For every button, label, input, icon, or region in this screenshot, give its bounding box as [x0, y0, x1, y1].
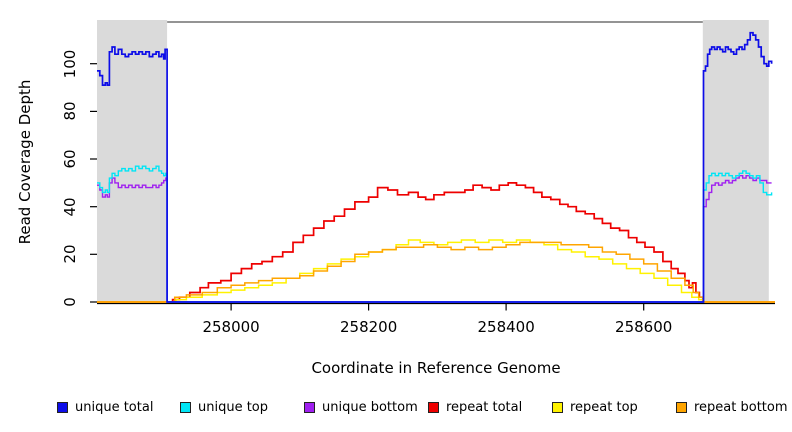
- shaded-region: [702, 20, 769, 301]
- y-tick-label: 20: [61, 244, 79, 264]
- y-tick-label: 100: [61, 49, 79, 79]
- legend-item-repeat-total: repeat total: [428, 400, 522, 415]
- series-line-repeat-total: [97, 182, 775, 303]
- legend-label: repeat total: [446, 400, 523, 415]
- legend-swatch-icon: [57, 402, 68, 413]
- legend-swatch-icon: [428, 402, 439, 413]
- y-tick-label: 80: [61, 101, 79, 121]
- series-line-repeat-top: [97, 239, 775, 303]
- x-tick-label: 258400: [477, 318, 535, 336]
- legend-swatch-icon: [180, 402, 191, 413]
- y-tick-label: 40: [61, 197, 79, 217]
- legend-label: repeat bottom: [694, 400, 788, 415]
- legend-item-repeat-bottom: repeat bottom: [676, 400, 788, 415]
- series-line-unique-total: [97, 31, 773, 303]
- legend-label: unique total: [75, 400, 154, 415]
- x-tick-label: 258600: [615, 318, 673, 336]
- series-line-repeat-bottom: [97, 241, 775, 303]
- legend-label: unique top: [198, 400, 269, 415]
- y-tick-label: 60: [61, 149, 79, 169]
- shaded-region: [97, 20, 168, 301]
- x-tick-label: 258200: [339, 318, 398, 336]
- legend-item-unique-bottom: unique bottom: [304, 400, 418, 415]
- legend-swatch-icon: [676, 402, 687, 413]
- y-axis-title: Read Coverage Depth: [16, 79, 34, 245]
- y-tick-label: 0: [61, 297, 79, 307]
- series-line-unique-bottom: [97, 175, 772, 303]
- series-line-unique-top: [97, 165, 773, 303]
- legend-swatch-icon: [552, 402, 563, 413]
- legend-item-unique-total: unique total: [57, 400, 153, 415]
- x-axis-title: Coordinate in Reference Genome: [311, 359, 561, 377]
- legend-swatch-icon: [304, 402, 315, 413]
- legend-item-repeat-top: repeat top: [552, 400, 638, 415]
- legend-item-unique-top: unique top: [180, 400, 268, 415]
- x-tick-label: 258000: [202, 318, 260, 336]
- legend-label: unique bottom: [322, 400, 418, 415]
- legend-label: repeat top: [570, 400, 638, 415]
